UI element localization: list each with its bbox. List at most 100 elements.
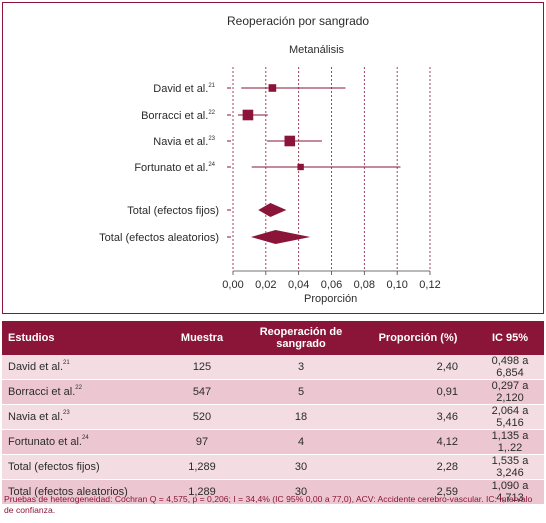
cell-ic95-text: 1,090 a 4,713 — [491, 480, 529, 504]
x-tick-label: 0,10 — [386, 279, 407, 291]
cell-study: Navia et al.23 — [2, 404, 162, 430]
cell-muestra: 1,289 — [162, 479, 242, 505]
study-name: Fortunato et al. — [134, 162, 208, 174]
data-table: Estudios Muestra Reoperación de sangrado… — [2, 321, 544, 505]
study-label: David et al.21 — [153, 83, 215, 95]
header-ic95: IC 95% — [476, 321, 544, 355]
cell-proporcion: 0,91 — [360, 379, 476, 405]
forest-plot: 0,00 0,02 0,04 0,06 0,08 0,10 0,12 David et al.… — [99, 67, 441, 291]
reference-superscript: 23 — [63, 410, 70, 416]
cell-study: Borracci et al.22 — [2, 379, 162, 405]
cell-reoperacion: 30 — [242, 479, 360, 505]
cell-reoperacion-text: 3 — [297, 361, 305, 373]
study-name: Navia et al. — [153, 136, 208, 148]
table-row: David et al.21 125 3 2,40 0,498 a 6,854 — [2, 355, 544, 380]
cell-muestra-text: 97 — [195, 436, 209, 448]
cell-study: Fortunato et al.24 — [2, 429, 162, 455]
x-tick-label: 0,04 — [288, 279, 309, 291]
x-axis-label: Proporción — [304, 293, 358, 305]
cell-study-text: Fortunato et al. — [8, 436, 82, 448]
point-estimate — [268, 84, 277, 92]
cell-study: Total (efectos fijos) — [2, 454, 162, 480]
study-reference: 22 — [208, 110, 215, 116]
cell-reoperacion-text: 30 — [294, 486, 308, 498]
chart-title: Reoperación por sangrado — [227, 14, 370, 28]
cell-proporcion-text: 2,28 — [436, 461, 458, 473]
cell-proporcion: 2,40 — [360, 355, 476, 380]
cell-muestra-text: 125 — [192, 361, 212, 373]
cell-proporcion: 2,59 — [360, 479, 476, 505]
x-tick-label: 0,08 — [354, 279, 375, 291]
x-tick-label: 0,00 — [222, 279, 243, 291]
footnote: Pruebas de heterogeneidad: Cochran Q = 4… — [4, 494, 533, 515]
cell-study-text: Total (efectos fijos) — [8, 461, 100, 473]
cell-muestra: 520 — [162, 404, 242, 430]
x-tick-label: 0,06 — [321, 279, 342, 291]
cell-proporcion: 3,46 — [360, 404, 476, 430]
cell-ic95: 1,090 a 4,713 — [476, 479, 544, 505]
table-row: Navia et al.23 520 18 3,46 2,064 a 5,416 — [2, 404, 544, 430]
cell-ic95: 0,498 a 6,854 — [476, 355, 544, 380]
cell-reoperacion-text: 4 — [297, 436, 305, 448]
cell-ic95-text: 1,535 a 3,246 — [491, 455, 529, 479]
cell-ic95-text: 2,064 a 5,416 — [491, 405, 529, 429]
reference-superscript: 21 — [63, 360, 70, 366]
study-label: Borracci et al.22 — [141, 110, 216, 122]
forest-plot-frame: Reoperación por sangrado Metanálisis 0,0… — [2, 2, 544, 314]
cell-muestra: 125 — [162, 355, 242, 380]
study-label: Fortunato et al.24 — [134, 162, 215, 174]
cell-reoperacion: 30 — [242, 454, 360, 480]
cell-ic95: 0,297 a 2,120 — [476, 379, 544, 405]
cell-proporcion-text: 2,59 — [436, 486, 458, 498]
cell-muestra-text: 1,289 — [188, 461, 216, 473]
pooled-diamond — [250, 230, 311, 244]
study-reference: 21 — [208, 83, 215, 89]
cell-proporcion-text: 3,46 — [436, 411, 458, 423]
cell-reoperacion: 18 — [242, 404, 360, 430]
header-reoperacion: Reoperación de sangrado — [242, 321, 360, 355]
table-header-row: Estudios Muestra Reoperación de sangrado… — [2, 321, 544, 355]
cell-reoperacion-text: 18 — [294, 411, 308, 423]
cell-reoperacion-text: 30 — [294, 461, 308, 473]
x-tick-label: 0,12 — [419, 279, 440, 291]
cell-proporcion-text: 2,40 — [436, 361, 458, 373]
cell-reoperacion: 4 — [242, 429, 360, 455]
cell-proporcion-text: 0,91 — [436, 386, 458, 398]
cell-muestra-text: 520 — [192, 411, 212, 423]
cell-ic95-text: 0,297 a 2,120 — [491, 380, 529, 404]
pooled-diamond — [258, 203, 287, 217]
study-reference: 24 — [208, 162, 215, 168]
cell-study-text: Borracci et al. — [8, 386, 76, 398]
study-label: Navia et al.23 — [153, 136, 215, 148]
reference-superscript: 22 — [75, 385, 82, 391]
pooled-label: Total (efectos aleatorios) — [99, 232, 219, 244]
cell-reoperacion: 5 — [242, 379, 360, 405]
cell-ic95: 2,064 a 5,416 — [476, 404, 544, 430]
table-row: Fortunato et al.24 97 4 4,12 1,135 a 1,.22 — [2, 429, 544, 455]
table-row: Borracci et al.22 547 5 0,91 0,297 a 2,120 — [2, 379, 544, 405]
cell-study-text: Navia et al. — [8, 411, 64, 423]
header-proporcion: Proporción (%) — [360, 321, 476, 355]
cell-muestra: 1,289 — [162, 454, 242, 480]
x-tick-label: 0,02 — [255, 279, 276, 291]
table-row: Total (efectos aleatorios) 1,289 30 2,59 1,0… — [2, 479, 544, 505]
cell-study-text: Total (efectos aleatorios) — [8, 486, 128, 498]
cell-ic95-text: 1,135 a 1,.22 — [491, 430, 529, 454]
cell-muestra: 547 — [162, 379, 242, 405]
table-row: Total (efectos fijos) 1,289 30 2,28 1,535 a … — [2, 454, 544, 480]
cell-proporcion: 2,28 — [360, 454, 476, 480]
cell-muestra: 97 — [162, 429, 242, 455]
point-estimate — [284, 135, 296, 147]
cell-muestra-text: 547 — [192, 386, 212, 398]
pooled-label: Total (efectos fijos) — [127, 205, 219, 217]
cell-ic95: 1,535 a 3,246 — [476, 454, 544, 480]
study-name: David et al. — [153, 83, 208, 95]
header-estudios: Estudios — [2, 321, 162, 355]
cell-study: David et al.21 — [2, 355, 162, 380]
cell-ic95-text: 0,498 a 6,854 — [491, 355, 529, 379]
header-muestra: Muestra — [162, 321, 242, 355]
chart-subtitle: Metanálisis — [289, 44, 345, 56]
study-reference: 23 — [208, 136, 215, 142]
cell-proporcion: 4,12 — [360, 429, 476, 455]
reference-superscript: 24 — [82, 435, 89, 441]
